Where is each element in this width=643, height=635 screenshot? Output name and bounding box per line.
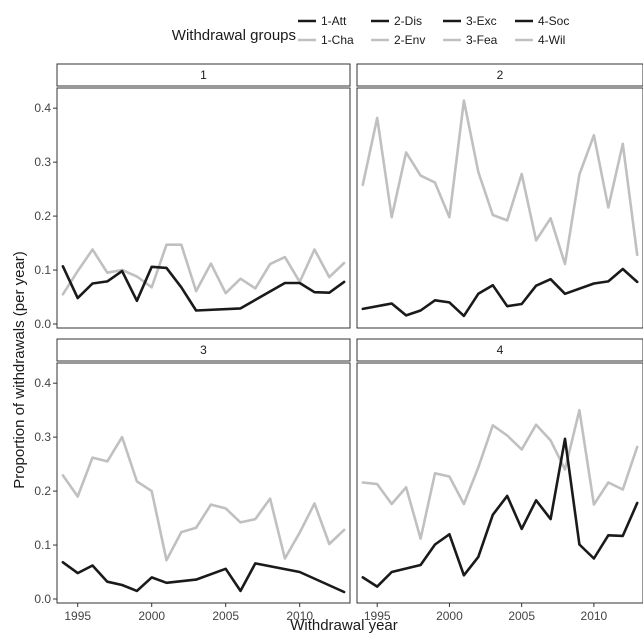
y-tick-label: 0.2 bbox=[34, 209, 51, 223]
panel-strip-label: 4 bbox=[497, 343, 504, 357]
y-tick-label: 0.4 bbox=[34, 101, 51, 115]
panel-2: 2 bbox=[356, 63, 643, 329]
series-line-3-Fea bbox=[61, 435, 346, 562]
series-line-1-Cha bbox=[61, 243, 346, 296]
legend-entry-2-Env: 2-Env bbox=[371, 33, 425, 47]
series-line-2-Dis bbox=[361, 267, 639, 318]
y-tick-label: 0.3 bbox=[34, 430, 51, 444]
legend-label-3-Fea: 3-Fea bbox=[466, 33, 498, 47]
x-tick-label: 2010 bbox=[286, 609, 313, 623]
y-tick-label: 0.1 bbox=[34, 538, 51, 552]
x-tick-label: 2010 bbox=[581, 609, 608, 623]
series-line-4-Soc bbox=[361, 437, 639, 588]
panel-4: 4 1995 2000 2005 2010 bbox=[356, 338, 643, 623]
legend-entry-1-Att: 1-Att bbox=[298, 14, 347, 28]
legend-entry-3-Fea: 3-Fea bbox=[443, 33, 498, 47]
panel-strip-label: 1 bbox=[200, 68, 207, 82]
legend-entry-4-Soc: 4-Soc bbox=[515, 14, 569, 28]
legend-entry-1-Cha: 1-Cha bbox=[298, 33, 354, 47]
panel-1: 1 0.0 0.1 0.2 0.3 0.4 bbox=[34, 63, 351, 331]
y-tick-label: 0.0 bbox=[34, 592, 51, 606]
legend: Withdrawal groups 1-Att 2-Dis 3-Exc 4-Soc 1-C… bbox=[172, 14, 570, 47]
series-line-1-Att bbox=[61, 264, 346, 312]
y-axis-title: Proportion of withdrawals (per year) bbox=[11, 251, 28, 489]
x-tick-label: 2005 bbox=[212, 609, 239, 623]
panel-frame bbox=[56, 87, 351, 329]
x-tick-label: 1995 bbox=[364, 609, 391, 623]
y-tick-label: 0.1 bbox=[34, 263, 51, 277]
chart-panels: 1 0.0 0.1 0.2 0.3 0.4 2 3 0.0 0.1 0.2 0.3 0.4 1995 200… bbox=[34, 63, 643, 623]
x-tick-label: 2005 bbox=[508, 609, 535, 623]
x-tick-label: 2000 bbox=[138, 609, 165, 623]
legend-title: Withdrawal groups bbox=[172, 27, 296, 44]
x-axis-title: Withdrawal year bbox=[290, 617, 398, 634]
legend-label-1-Cha: 1-Cha bbox=[321, 33, 354, 47]
y-tick-label: 0.4 bbox=[34, 376, 51, 390]
panel-frame bbox=[56, 362, 351, 604]
y-tick-label: 0.0 bbox=[34, 317, 51, 331]
series-line-3-Exc bbox=[61, 560, 346, 594]
legend-label-4-Wil: 4-Wil bbox=[538, 33, 565, 47]
panel-strip-label: 2 bbox=[497, 68, 504, 82]
x-tick-label: 1995 bbox=[64, 609, 91, 623]
legend-label-2-Env: 2-Env bbox=[394, 33, 425, 47]
series-line-4-Wil bbox=[361, 408, 639, 540]
panel-strip bbox=[56, 63, 351, 87]
legend-entry-3-Exc: 3-Exc bbox=[443, 14, 497, 28]
x-tick-label: 2000 bbox=[436, 609, 463, 623]
legend-label-2-Dis: 2-Dis bbox=[394, 14, 422, 28]
y-tick-label: 0.3 bbox=[34, 155, 51, 169]
panel-strip bbox=[356, 63, 643, 87]
y-tick-label: 0.2 bbox=[34, 484, 51, 498]
panel-frame bbox=[356, 87, 643, 329]
legend-label-3-Exc: 3-Exc bbox=[466, 14, 497, 28]
series-line-2-Env bbox=[361, 99, 639, 266]
legend-label-4-Soc: 4-Soc bbox=[538, 14, 569, 28]
legend-entry-2-Dis: 2-Dis bbox=[371, 14, 422, 28]
panel-frame bbox=[356, 362, 643, 604]
legend-label-1-Att: 1-Att bbox=[321, 14, 347, 28]
legend-entry-4-Wil: 4-Wil bbox=[515, 33, 565, 47]
panel-3: 3 0.0 0.1 0.2 0.3 0.4 1995 2000 2005 2010 bbox=[34, 338, 351, 623]
panel-strip-label: 3 bbox=[200, 343, 207, 357]
panel-strip bbox=[56, 338, 351, 362]
panel-strip bbox=[356, 338, 643, 362]
